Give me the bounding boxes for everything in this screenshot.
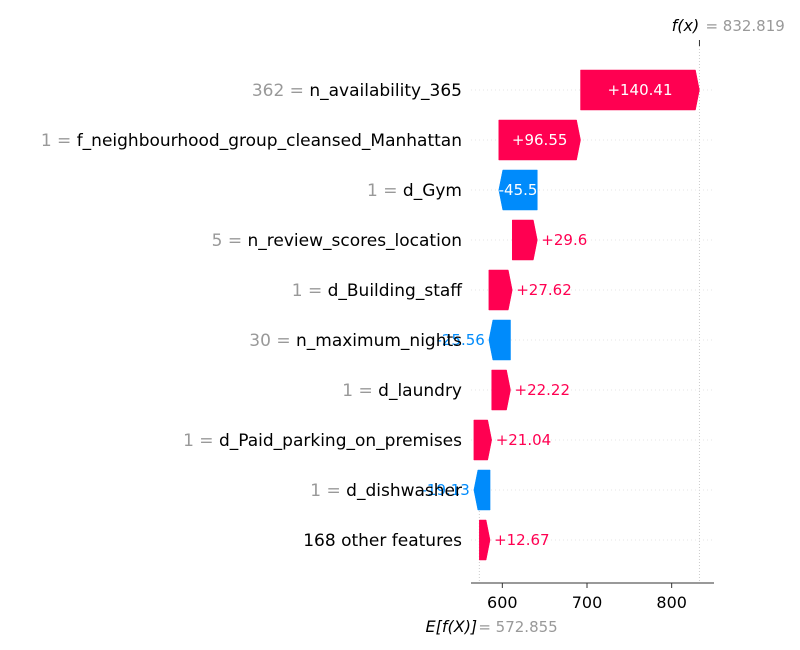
label-layer: 362 = n_availability_365 1 = f_neighbourh… [41,81,463,551]
bar-value-label: -45.5 [499,181,538,199]
bar-value-label: +96.55 [512,131,568,149]
bar-value-label: +21.04 [496,431,552,449]
waterfall-bar [488,269,513,311]
feature-value: 1 = [292,281,328,301]
bar-value-label: +22.22 [515,381,571,399]
waterfall-bar [580,69,700,111]
waterfall-bar [491,369,511,411]
waterfall-bar [488,319,511,361]
feature-name: d_Gym [403,181,462,201]
feature-label: 1 = d_Paid_parking_on_premises [183,431,462,451]
axis-layer: 600 700 800 E[f(X)] = 572.855 f(x) = 832.819 [426,16,785,636]
feature-value: 5 = [212,231,248,251]
output-value-label: f(x) [672,16,700,35]
waterfall-bar [498,169,538,211]
feature-value: 1 = [367,181,403,201]
feature-label: 1 = d_Gym [367,181,462,201]
feature-name: 168 other features [303,531,462,551]
feature-value: 30 = [249,331,296,351]
feature-value: 1 = [183,431,219,451]
bar-layer: +140.41 +96.55 -45.5 +29.6 +27.62 -25.56 +22.2… [422,69,700,561]
x-tick-label: 800 [656,593,687,612]
feature-name: n_maximum_nights [296,331,462,351]
bar-value-label: +12.67 [494,531,550,549]
feature-name: d_Paid_parking_on_premises [219,431,462,451]
feature-name: f_neighbourhood_group_cleansed_Manhattan [77,131,462,151]
feature-value: 1 = [41,131,77,151]
feature-name: n_review_scores_location [248,231,462,251]
feature-name: d_laundry [378,381,462,401]
feature-value: 362 = [252,81,310,101]
bar-value-label: +29.6 [541,231,587,249]
base-value-label: E[f(X)] [426,617,478,636]
x-tick-label: 700 [572,593,603,612]
bar-value-label: -25.56 [437,331,485,349]
waterfall-bar [473,469,491,511]
feature-value: 1 = [342,381,378,401]
feature-name: d_dishwasher [346,481,462,501]
feature-label: 362 = n_availability_365 [252,81,462,101]
base-value-text: = 572.855 [478,618,557,636]
feature-value: 1 = [310,481,346,501]
feature-name: n_availability_365 [309,81,462,101]
bar-value-label: +27.62 [516,281,572,299]
bar-value-label: -19.13 [422,481,470,499]
bar-value-label: +140.41 [607,81,672,99]
feature-label: 168 other features [303,531,462,551]
feature-label: 5 = n_review_scores_location [212,231,462,251]
feature-label: 1 = d_dishwasher [310,481,462,501]
feature-label: 1 = f_neighbourhood_group_cleansed_Manha… [41,131,462,151]
waterfall-bar [479,519,491,561]
feature-label: 30 = n_maximum_nights [249,331,462,351]
waterfall-bar [511,219,538,261]
feature-name: d_Building_staff [328,281,464,301]
x-tick-label: 600 [487,593,518,612]
output-value-text: = 832.819 [705,17,784,35]
feature-label: 1 = d_Building_staff [292,281,464,301]
waterfall-bar [473,419,492,461]
waterfall-bar [498,119,581,161]
feature-label: 1 = d_laundry [342,381,462,401]
